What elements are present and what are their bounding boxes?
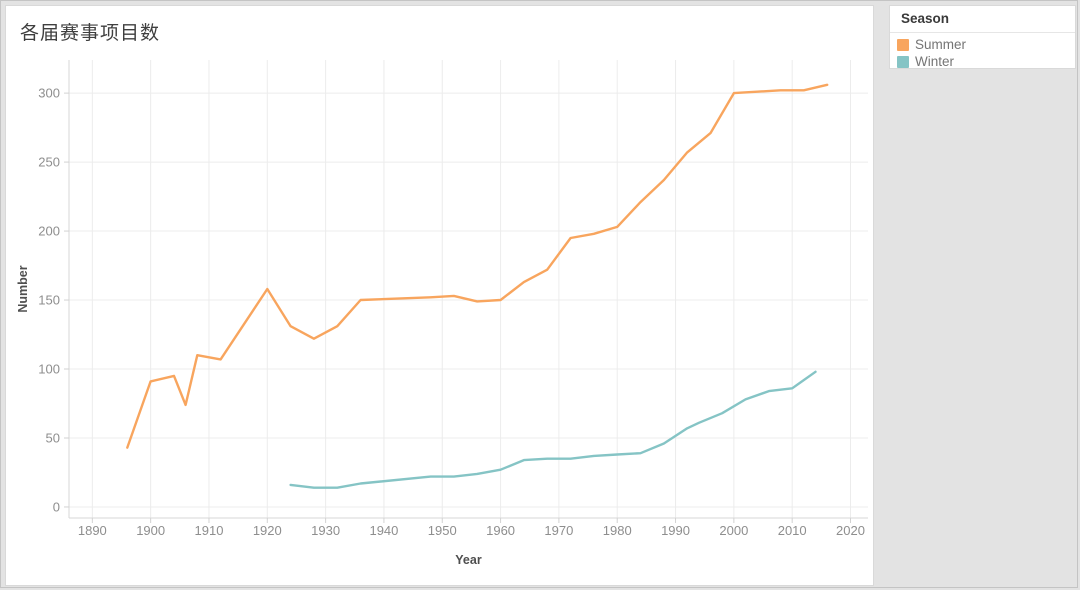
x-axis-title: Year <box>455 553 482 567</box>
y-tick-label: 50 <box>46 430 60 445</box>
summer-line[interactable] <box>126 83 829 449</box>
x-tick-label: 1980 <box>603 523 632 538</box>
x-tick-label: 1990 <box>661 523 690 538</box>
chart-title: 各届赛事项目数 <box>20 23 161 44</box>
y-tick-label: 250 <box>38 155 60 170</box>
x-tick-label: 1970 <box>544 523 573 538</box>
x-tick-label: 1920 <box>253 523 282 538</box>
y-tick-label: 300 <box>38 86 60 101</box>
winter-line[interactable] <box>289 370 817 489</box>
x-tick-label: 1960 <box>486 523 515 538</box>
x-tick-label: 1930 <box>311 523 340 538</box>
legend-item-label-summer: Summer <box>915 37 967 52</box>
legend-items: Summer Winter <box>890 33 1075 70</box>
x-tick-label: 1890 <box>78 523 107 538</box>
x-tick-label: 2000 <box>719 523 748 538</box>
y-tick-label: 100 <box>38 362 60 377</box>
x-tick-label: 2010 <box>778 523 807 538</box>
legend-item-summer[interactable]: Summer <box>897 36 1075 53</box>
legend-panel: Season Summer Winter <box>889 5 1076 69</box>
y-tick-label: 200 <box>38 224 60 239</box>
y-tick-label: 0 <box>53 499 60 514</box>
summer-color-swatch <box>897 38 909 51</box>
y-tick-label: 150 <box>38 293 60 308</box>
plot-area[interactable]: 1890 1900 1910 1920 1930 1940 1950 1960 1970 1980… <box>6 6 875 587</box>
legend-item-label-winter: Winter <box>915 54 955 69</box>
legend-item-winter[interactable]: Winter <box>897 53 1075 70</box>
x-tick-label: 1950 <box>428 523 457 538</box>
x-tick-label: 1940 <box>369 523 398 538</box>
legend-title: Season <box>890 6 1075 33</box>
chart-card: 各届赛事项目数 1890 1900 1910 1920 1930 1940 1950 1960… <box>5 5 874 586</box>
winter-color-swatch <box>897 55 909 68</box>
x-tick-label: 1900 <box>136 523 165 538</box>
x-tick-label: 1910 <box>195 523 224 538</box>
x-tick-label: 2020 <box>836 523 865 538</box>
y-axis-title: Number <box>16 265 30 312</box>
